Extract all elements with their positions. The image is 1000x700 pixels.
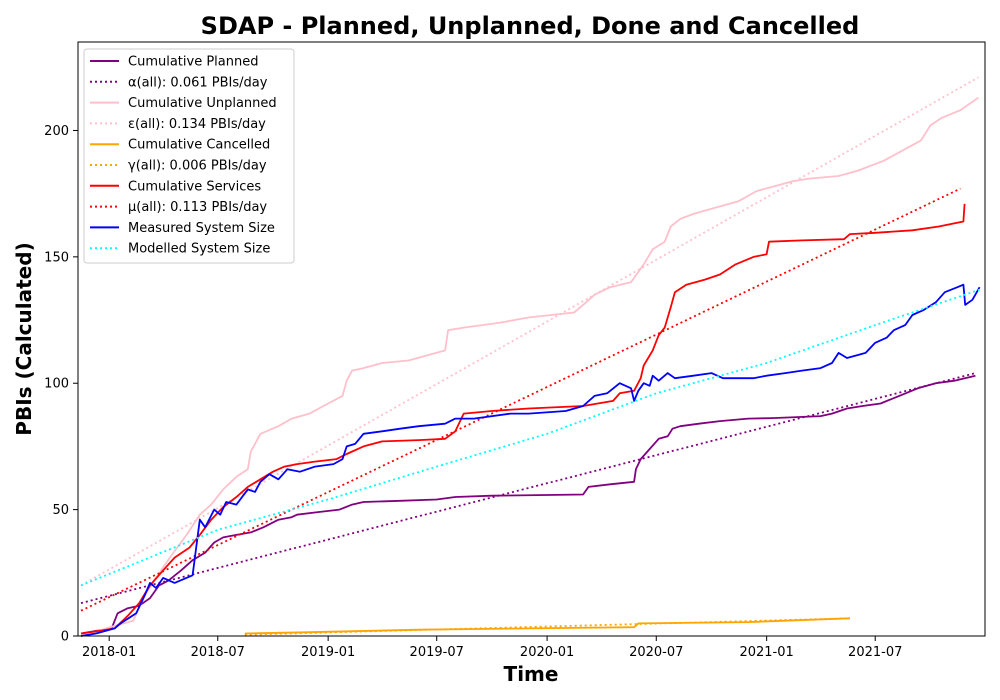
series-line-1 [80,372,976,604]
x-tick-label-0: 2018-01 [82,645,136,660]
legend-label-4: Cumulative Cancelled [128,138,270,153]
series-line-0 [80,374,976,635]
x-tick-label-4: 2020-01 [520,645,574,660]
series-line-9 [80,288,980,587]
series-line-8 [80,283,981,637]
legend-label-9: Modelled System Size [128,242,270,257]
legend-label-5: γ(all): 0.006 PBIs/day [128,159,267,174]
y-axis-label: PBIs (Calculated) [12,242,36,435]
legend-label-7: μ(all): 0.113 PBIs/day [128,200,267,215]
legend-label-2: Cumulative Unplanned [128,96,277,111]
series-line-2 [80,96,979,637]
x-axis-label: Time [504,662,559,686]
y-tick-label-3: 150 [44,250,69,265]
x-tick-label-2: 2019-01 [301,645,355,660]
series-line-6 [80,203,966,635]
legend-label-0: Cumulative Planned [128,55,258,70]
x-tick-label-5: 2020-07 [629,645,683,660]
legend-label-1: α(all): 0.061 PBIs/day [128,75,268,90]
x-axis-ticks: 2018-01 2018-07 2019-01 2019-07 2020-01 2020-… [82,636,902,660]
x-tick-label-6: 2021-01 [739,645,793,660]
plot-frame [77,41,986,637]
x-tick-label-1: 2018-07 [191,645,245,660]
x-tick-label-7: 2021-07 [848,645,902,660]
legend-box [83,48,295,264]
y-tick-label-2: 100 [44,377,69,392]
series-line-5 [244,617,851,636]
x-tick-label-3: 2019-07 [410,645,464,660]
y-tick-label-1: 50 [52,503,69,518]
legend-label-3: ε(all): 0.134 PBIs/day [128,117,266,132]
chart-title: SDAP - Planned, Unplanned, Done and Canc… [201,12,860,40]
series-line-4 [244,617,851,635]
legend-label-6: Cumulative Services [128,179,261,194]
y-axis-ticks: 0 50 100 150 200 [44,124,78,645]
series-layer [80,76,981,637]
legend: Cumulative Planned α(all): 0.061 PBIs/day… [83,48,295,264]
y-tick-label-4: 200 [44,124,69,139]
y-tick-label-0: 0 [61,630,69,645]
legend-label-8: Measured System Size [128,221,275,236]
